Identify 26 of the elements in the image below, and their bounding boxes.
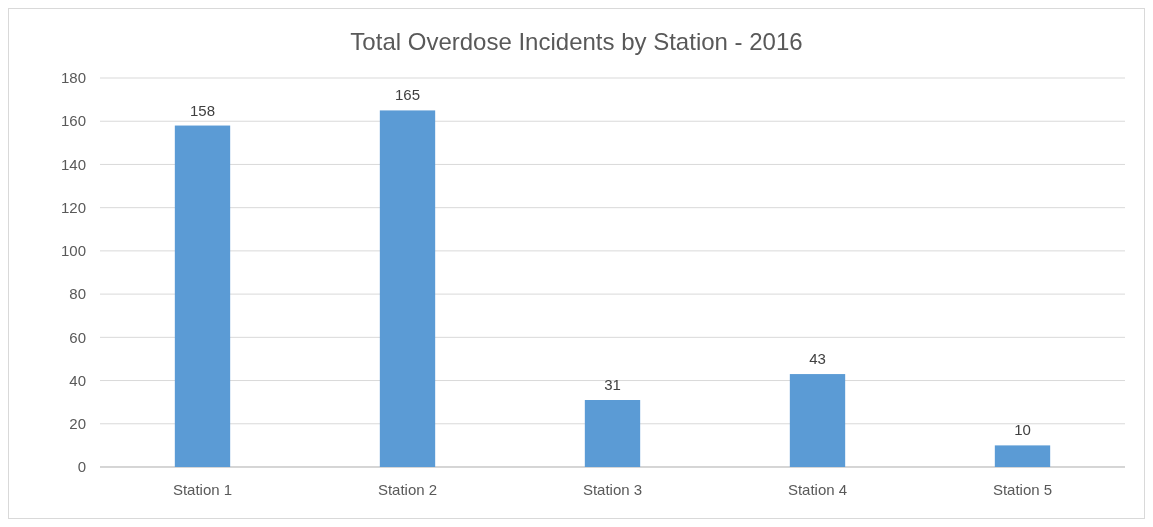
bar (789, 374, 846, 467)
y-tick-label: 20 (69, 415, 86, 433)
y-tick-label: 100 (60, 242, 86, 260)
data-label: 158 (189, 101, 216, 119)
x-tick-label: Station 1 (172, 481, 233, 498)
bar (584, 400, 641, 467)
y-tick-label: 40 (69, 371, 86, 389)
x-tick-label: Station 4 (787, 481, 848, 498)
data-label: 31 (604, 376, 621, 394)
x-tick-label: Station 3 (582, 481, 643, 498)
data-label: 165 (394, 86, 421, 104)
x-tick-label: Station 5 (992, 481, 1053, 498)
y-tick-label: 60 (69, 328, 86, 346)
bar (174, 125, 231, 467)
y-tick-label: 160 (60, 112, 86, 130)
bar (994, 445, 1051, 467)
x-tick-label: Station 2 (377, 481, 438, 498)
y-tick-label: 0 (77, 458, 86, 476)
data-label: 43 (809, 350, 826, 368)
data-label: 10 (1014, 421, 1031, 439)
chart-title: Total Overdose Incidents by Station - 2016 (350, 28, 803, 55)
bar (379, 110, 436, 467)
y-tick-label: 120 (60, 198, 86, 216)
y-tick-label: 180 (60, 69, 86, 87)
y-tick-label: 140 (60, 155, 86, 173)
y-tick-label: 80 (69, 285, 86, 303)
